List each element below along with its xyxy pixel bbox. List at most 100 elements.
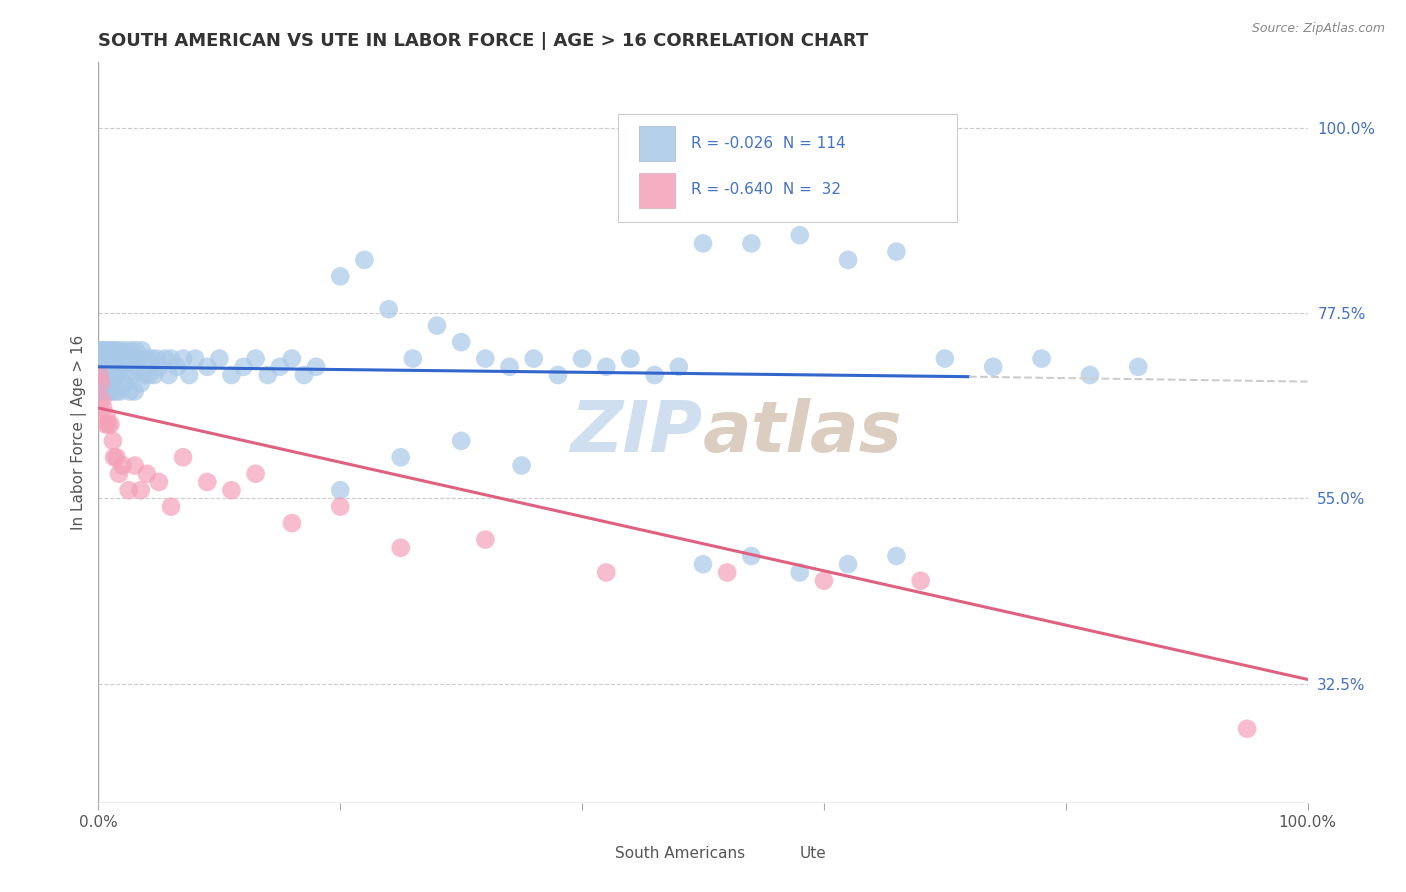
Point [127,351,149,366]
Point [148,359,170,374]
Point [111,458,134,473]
Point [101,351,124,366]
Text: atlas: atlas [703,398,903,467]
Point [89,368,111,382]
Point [886,549,908,563]
Point [740,236,762,251]
Point [256,368,278,382]
Point [353,252,375,267]
Point [402,351,425,366]
Point [129,483,152,498]
Point [474,351,496,366]
Text: SOUTH AMERICAN VS UTE IN LABOR FORCE | AGE > 16 CORRELATION CHART: SOUTH AMERICAN VS UTE IN LABOR FORCE | A… [98,32,869,50]
Point [281,516,304,530]
Point [108,384,131,399]
Text: Source: ZipAtlas.com: Source: ZipAtlas.com [1251,22,1385,36]
Point [105,343,128,358]
Point [110,359,132,374]
FancyBboxPatch shape [761,840,792,866]
Point [94,368,117,382]
Point [595,359,617,374]
Point [101,384,124,399]
Point [377,302,399,317]
Point [789,228,811,243]
Point [108,343,131,358]
Text: Ute: Ute [800,846,827,861]
Text: R = -0.640  N =  32: R = -0.640 N = 32 [690,183,841,197]
Point [141,351,163,366]
Point [124,384,146,399]
Point [160,351,183,366]
Point [129,376,152,391]
Point [96,359,118,374]
Point [91,368,114,382]
Point [90,376,112,391]
Point [389,541,412,555]
Y-axis label: In Labor Force | Age > 16: In Labor Force | Age > 16 [72,335,87,530]
Point [89,384,111,399]
Point [143,368,166,382]
Point [96,384,118,399]
Point [510,458,533,473]
Point [104,351,127,366]
Point [91,401,114,415]
Point [157,368,180,382]
Point [93,343,115,358]
Point [100,343,122,358]
Point [981,359,1004,374]
Point [184,351,207,366]
Point [122,351,145,366]
Point [97,384,120,399]
Point [281,351,304,366]
FancyBboxPatch shape [576,840,606,866]
Point [89,351,111,366]
FancyBboxPatch shape [619,114,957,221]
Point [103,368,125,382]
Point [910,574,932,588]
Point [103,450,125,465]
Point [1078,368,1101,382]
Point [1128,359,1150,374]
Point [90,368,112,382]
Point [111,351,134,366]
Point [98,368,121,382]
Point [96,343,118,358]
Point [108,351,131,366]
Point [305,359,328,374]
Point [498,359,520,374]
Point [789,566,811,580]
Point [112,376,135,391]
Point [329,483,352,498]
Point [118,384,141,399]
Point [221,483,243,498]
Point [837,252,859,267]
Point [105,384,128,399]
Point [172,450,194,465]
Point [124,458,146,473]
Point [571,351,593,366]
Text: South Americans: South Americans [614,846,745,861]
Point [100,368,122,382]
Point [145,351,167,366]
Point [1031,351,1053,366]
Point [292,368,315,382]
Point [91,392,114,407]
Point [98,343,121,358]
Point [100,351,122,366]
Point [90,384,112,399]
Point [97,351,120,366]
Point [91,384,114,399]
Point [121,368,143,382]
Point [1236,722,1258,736]
Point [172,351,194,366]
Point [692,558,714,572]
Point [108,467,131,481]
Point [93,351,115,366]
Point [195,475,218,489]
Point [692,236,714,251]
Point [668,359,690,374]
Point [837,558,859,572]
Point [100,384,122,399]
Point [160,500,183,514]
Point [208,351,231,366]
